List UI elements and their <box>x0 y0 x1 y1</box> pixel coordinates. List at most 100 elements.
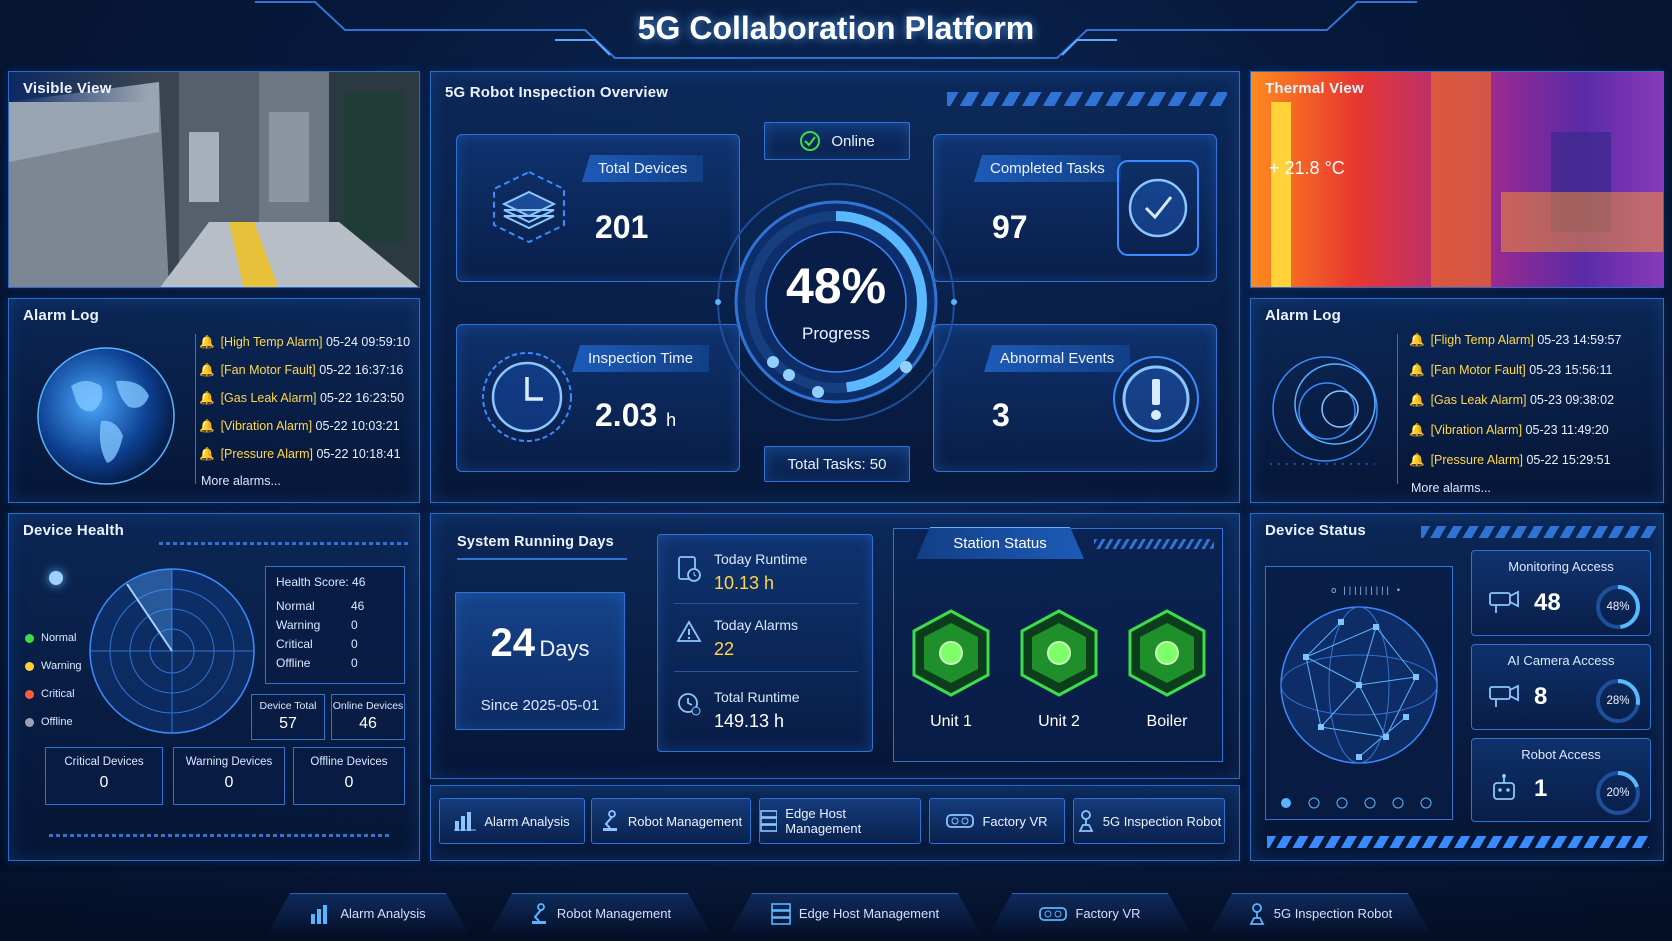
monitoring-access-ring <box>1596 585 1640 629</box>
progress-label: Progress <box>801 324 871 343</box>
monitoring-access-card[interactable]: Monitoring Access 48 48% <box>1471 550 1651 636</box>
crosshair-icon: + <box>1269 158 1280 178</box>
unit1-status-hex-icon[interactable] <box>908 607 994 699</box>
alarm-log-title: Alarm Log <box>23 307 99 324</box>
total-runtime-value: 149.13 h <box>714 711 785 731</box>
online-devices-label: Online Devices <box>332 700 404 712</box>
inspection-robot-button[interactable]: 5G Inspection Robot <box>1073 798 1225 844</box>
station-status-tab <box>916 527 1084 559</box>
bottom-decoration <box>49 834 389 837</box>
today-runtime-label: Today Runtime <box>714 551 808 567</box>
thermal-view-panel: Thermal View + 21.8 °C <box>1250 71 1664 288</box>
alarm-item[interactable]: 🔔 [Pressure Alarm] 05-22 10:18:41 <box>199 447 401 461</box>
alarm-item[interactable]: 🔔 [Fan Motor Fault] 05-22 16:37:16 <box>199 363 404 377</box>
server-icon <box>760 810 778 832</box>
completed-tasks-label: Completed Tasks <box>974 155 1121 182</box>
edge-host-management-label: Edge Host Management <box>785 806 862 836</box>
running-since: Since 2025-05-01 <box>480 697 600 714</box>
alarm-item[interactable]: 🔔 [High Temp Alarm] 05-24 09:59:10 <box>199 335 411 349</box>
abnormal-events-card[interactable]: Abnormal Events 3 <box>933 324 1217 472</box>
health-row: Warning 0 <box>276 618 358 632</box>
dot-icon <box>25 661 34 671</box>
bell-icon: 🔔 <box>199 447 215 461</box>
cctv-camera-icon <box>1489 590 1519 613</box>
critical-devices-box: Critical Devices 0 <box>45 747 163 805</box>
alarm-log-left-panel: Alarm Log 🔔 [High Temp Alarm] 05-24 09:59… <box>8 298 420 503</box>
unit2-label: Unit 2 <box>1038 713 1080 730</box>
progress-percent: 48% <box>785 258 887 314</box>
title-frame <box>255 1 1417 59</box>
factory-vr-button[interactable]: Factory VR <box>929 798 1065 844</box>
alarm-item[interactable]: 🔔 [Pressure Alarm] 05-22 15:29:51 <box>1409 453 1611 467</box>
alarm-log-right-panel: Alarm Log 🔔 [Fligh Temp Alarm] 05-23 14:5… <box>1250 298 1664 503</box>
header-decoration <box>947 92 1227 106</box>
inspection-time-card[interactable]: Inspection Time 2.03 h <box>456 324 740 472</box>
critical-devices-label: Critical Devices <box>64 756 144 768</box>
alarm-item[interactable]: 🔔 [Fligh Temp Alarm] 05-23 14:59:57 <box>1409 333 1622 347</box>
robot-access-label: Robot Access <box>1521 747 1601 762</box>
nav-edge-host-management[interactable]: Edge Host Management <box>730 893 980 933</box>
completed-tasks-card[interactable]: Completed Tasks 97 <box>933 134 1217 282</box>
legend-warning: Warning <box>25 660 82 672</box>
ai-camera-icon <box>1489 684 1519 707</box>
divider <box>195 334 196 484</box>
alarm-item[interactable]: 🔔 [Gas Leak Alarm] 05-22 16:23:50 <box>199 391 405 405</box>
device-status-panel: Device Status o ||||||||| • <box>1250 513 1664 861</box>
radar-chart <box>89 568 255 734</box>
legend-critical: Critical <box>25 688 75 700</box>
clock-icon <box>482 352 572 442</box>
robot-icon <box>1493 774 1515 800</box>
factory-vr-label: Factory VR <box>982 813 1048 829</box>
visible-camera-feed[interactable] <box>9 72 420 288</box>
today-alarms-label: Today Alarms <box>714 617 799 633</box>
robot-access-card[interactable]: Robot Access 1 20% <box>1471 738 1651 822</box>
radar-rings-icon <box>1270 356 1378 465</box>
dot-icon <box>25 717 34 727</box>
running-days-card: 24 Days Since 2025-05-01 <box>455 592 625 730</box>
overview-title: 5G Robot Inspection Overview <box>445 84 669 101</box>
visible-view-header <box>9 72 149 102</box>
alarm-item[interactable]: 🔔 [Vibration Alarm] 05-22 10:03:21 <box>199 419 400 433</box>
alarm-item[interactable]: 🔔 [Fan Motor Fault] 05-23 15:56:11 <box>1409 363 1613 377</box>
dot-icon <box>25 689 34 699</box>
boiler-status-hex-icon[interactable] <box>1124 607 1210 699</box>
unit1-label: Unit 1 <box>930 713 972 730</box>
device-total-value: 57 <box>279 715 297 732</box>
thermal-camera-feed[interactable] <box>1251 72 1664 288</box>
health-score: Health Score: 46 <box>276 575 366 589</box>
total-devices-card[interactable]: Total Devices 201 <box>456 134 740 282</box>
more-alarms-link[interactable]: More alarms... <box>201 474 281 488</box>
network-globe-icon: o ||||||||| • <box>1280 586 1438 764</box>
header-decoration <box>1421 526 1657 538</box>
nav-robot-management[interactable]: Robot Management <box>490 893 710 933</box>
history-clock-icon <box>678 693 701 716</box>
ai-camera-access-percent: 28% <box>1606 695 1630 707</box>
nav-inspection-robot[interactable]: 5G Inspection Robot <box>1210 893 1430 933</box>
bell-icon: 🔔 <box>199 391 215 405</box>
health-row: Normal 46 <box>276 599 365 613</box>
nav-alarm-analysis[interactable]: Alarm Analysis <box>268 893 468 933</box>
nav-factory-vr[interactable]: Factory VR <box>990 893 1190 933</box>
page-dots[interactable] <box>1266 793 1452 813</box>
unit2-status-hex-icon[interactable] <box>1016 607 1102 699</box>
alarm-item[interactable]: 🔔 [Vibration Alarm] 05-23 11:49:20 <box>1409 423 1609 437</box>
online-devices-box: Online Devices 46 <box>331 694 405 740</box>
title-decoration <box>159 542 409 545</box>
inspection-robot-icon <box>1248 903 1266 925</box>
device-total-box: Device Total 57 <box>251 694 325 740</box>
ai-camera-access-card[interactable]: AI Camera Access 8 28% <box>1471 644 1651 730</box>
robot-management-button[interactable]: Robot Management <box>591 798 751 844</box>
ai-camera-access-ring <box>1596 679 1640 723</box>
device-health-panel: Device Health Normal Warning Critical Of… <box>8 513 420 861</box>
progress-arc <box>745 211 927 393</box>
total-tasks-text: Total Tasks: 50 <box>787 455 887 473</box>
runtime-card: Today Runtime 10.13 h Today Alarms 22 To… <box>657 534 873 752</box>
divider <box>1397 334 1398 484</box>
alarm-item[interactable]: 🔔 [Gas Leak Alarm] 05-23 09:38:02 <box>1409 393 1615 407</box>
edge-host-management-button[interactable]: Edge Host Management <box>759 798 921 844</box>
more-alarms-link[interactable]: More alarms... <box>1411 481 1491 495</box>
globe-icon <box>37 347 175 485</box>
overview-panel: 5G Robot Inspection Overview Online Tota… <box>430 71 1240 503</box>
alarm-analysis-button[interactable]: Alarm Analysis <box>439 798 585 844</box>
device-total-label: Device Total <box>259 700 317 712</box>
